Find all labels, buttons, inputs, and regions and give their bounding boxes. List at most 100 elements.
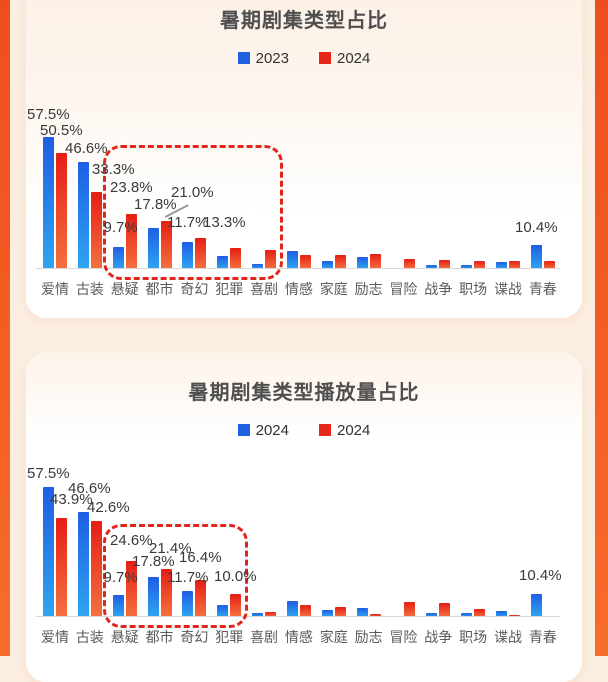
x-axis-baseline <box>36 268 560 269</box>
bar-series2-cat6 <box>230 594 242 617</box>
legend-swatch-blue <box>237 52 250 64</box>
bar-series1-cat4 <box>147 576 159 617</box>
x-axis-label-12: 战争 <box>424 281 453 297</box>
x-axis-label-2: 古装 <box>75 629 104 645</box>
x-axis-label-2: 古装 <box>75 281 104 297</box>
chart-title-genre-share: 暑期剧集类型占比 <box>220 10 388 32</box>
x-axis-label-6: 犯罪 <box>215 629 244 645</box>
legend-label-2024: 2024 <box>337 49 371 67</box>
value-label-97: 9.7% <box>103 569 138 586</box>
x-axis-label-15: 青春 <box>528 629 557 645</box>
highlight-dashed-box <box>103 144 283 280</box>
x-axis-label-14: 谍战 <box>493 281 522 297</box>
value-label-575: 57.5% <box>27 106 70 123</box>
bar-series2-cat1 <box>56 517 67 617</box>
bar-series2-cat8 <box>299 255 311 269</box>
chart-card-playback-share: 暑期剧集类型播放量占比 2024 2024 57.5% 43.9% 46.6% 42.… <box>26 352 582 682</box>
category-group-3 <box>112 129 137 269</box>
value-label-505: 50.5% <box>40 122 83 139</box>
x-axis-baseline <box>36 616 560 617</box>
value-label-104: 10.4% <box>515 219 558 236</box>
x-axis-label-7: 喜剧 <box>250 281 279 297</box>
value-label-97: 9.7% <box>103 219 138 236</box>
bar-series1-cat2 <box>77 511 89 617</box>
value-label-466: 46.6% <box>65 140 108 157</box>
x-axis-label-14: 谍战 <box>493 629 522 645</box>
value-label-178: 17.8% <box>134 196 177 213</box>
bar-series2-cat4 <box>160 220 172 269</box>
chart-title-playback-share: 暑期剧集类型播放量占比 <box>188 382 420 404</box>
x-axis-label-8: 情感 <box>284 629 313 645</box>
legend-item-red: 2024 <box>319 422 370 439</box>
bar-series1-cat10 <box>356 257 368 269</box>
bar-series2-cat7 <box>265 249 277 269</box>
category-group-9 <box>321 129 346 269</box>
bar-series1-cat12 <box>426 612 438 617</box>
category-group-10 <box>356 129 381 269</box>
bar-series1-cat1 <box>43 487 54 617</box>
bar-series1-cat10 <box>356 608 368 617</box>
x-axis-label-3: 悬疑 <box>110 629 139 645</box>
bar-series1-cat13 <box>461 265 473 269</box>
bar-plot-playback-share: 57.5% 43.9% 46.6% 42.6% 9.7% 24.6% 17.8% 21.4% 1… <box>27 466 562 628</box>
legend-label-2023: 2023 <box>255 49 289 67</box>
category-group-13 <box>461 129 486 269</box>
bar-series2-cat1 <box>56 152 67 269</box>
value-label-104: 10.4% <box>519 567 562 584</box>
legend-swatch-red <box>319 52 331 64</box>
x-axis-label-3: 悬疑 <box>110 281 139 297</box>
x-axis-label-11: 冒险 <box>389 281 418 297</box>
bar-series2-cat5 <box>195 238 207 269</box>
x-axis-label-9: 家庭 <box>319 281 348 297</box>
x-axis-label-11: 冒险 <box>389 629 418 645</box>
bar-groups <box>40 477 558 617</box>
legend-item-2023: 2023 <box>237 49 289 67</box>
x-axis-label-15: 青春 <box>528 281 557 297</box>
right-orange-strip <box>595 0 608 656</box>
bar-series2-cat6 <box>230 247 242 269</box>
bar-series1-cat7 <box>252 612 264 617</box>
legend-playback-share: 2024 2024 <box>26 421 582 439</box>
value-label-575: 57.5% <box>27 465 70 482</box>
bar-series1-cat9 <box>321 261 333 269</box>
category-group-4 <box>147 129 172 269</box>
bar-series2-cat13 <box>474 261 486 269</box>
bar-series2-cat15 <box>543 261 555 269</box>
category-group-3 <box>112 477 137 617</box>
bar-series2-cat3 <box>125 561 137 617</box>
bar-series2-cat10 <box>369 614 381 617</box>
bar-series1-cat6 <box>217 604 229 617</box>
bar-series1-cat9 <box>321 610 333 617</box>
bar-series1-cat3 <box>112 595 124 617</box>
bar-series1-cat8 <box>286 251 298 269</box>
category-group-6 <box>217 477 242 617</box>
chart-card-genre-share: 暑期剧集类型占比 2023 2024 57.5% 50.5% 46.6% 33.3% 9… <box>26 0 582 318</box>
bar-series1-cat6 <box>217 256 229 269</box>
category-group-15 <box>530 477 555 617</box>
category-group-8 <box>286 129 311 269</box>
value-label-178: 17.8% <box>132 553 175 570</box>
bar-series2-cat5 <box>195 579 207 617</box>
category-group-13 <box>461 477 486 617</box>
legend-label-red: 2024 <box>337 421 371 439</box>
bar-series2-cat12 <box>439 260 451 269</box>
bar-series2-cat7 <box>265 612 277 617</box>
bar-series2-cat11 <box>404 601 416 617</box>
value-label-439: 43.9% <box>50 491 93 508</box>
category-group-4 <box>147 477 172 617</box>
bar-series2-cat14 <box>508 261 520 269</box>
x-axis-label-8: 情感 <box>284 281 313 297</box>
category-group-5 <box>182 477 207 617</box>
category-group-12 <box>426 477 451 617</box>
bar-series2-cat2 <box>90 520 102 617</box>
value-label-333: 33.3% <box>92 161 135 178</box>
x-axis-label-1: 爱情 <box>41 281 69 297</box>
legend-swatch-red <box>319 424 331 436</box>
left-orange-strip <box>0 0 10 656</box>
legend-label-blue: 2024 <box>255 421 289 439</box>
category-group-9 <box>321 477 346 617</box>
category-group-10 <box>356 477 381 617</box>
value-label-246: 24.6% <box>110 532 153 549</box>
category-group-7 <box>252 129 277 269</box>
bar-series1-cat14 <box>495 610 507 617</box>
